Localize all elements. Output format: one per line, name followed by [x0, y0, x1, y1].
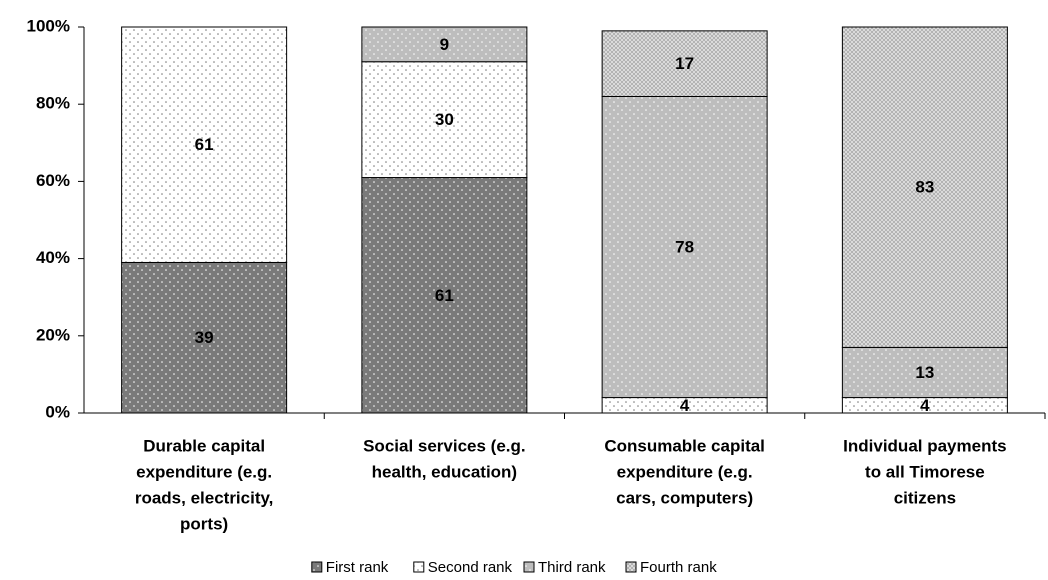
legend-swatch	[523, 561, 535, 573]
x-tick-label: Consumable capital	[604, 436, 765, 455]
bar-segment	[601, 30, 768, 97]
legend-label: Fourth rank	[640, 559, 717, 576]
x-tick-label: health, education)	[372, 462, 517, 481]
data-label: 83	[915, 178, 934, 197]
bar-segment	[361, 26, 528, 63]
bar-segment	[361, 177, 528, 414]
y-tick-label: 40%	[36, 248, 70, 267]
data-label: 17	[675, 54, 694, 73]
legend-label: Second rank	[428, 559, 513, 576]
bar-segment	[121, 261, 288, 414]
x-tick-label: expenditure (e.g.	[617, 462, 753, 481]
data-label: 30	[435, 110, 454, 129]
x-tick-label: citizens	[894, 488, 956, 507]
bar-segment	[601, 95, 768, 399]
bar-segment	[841, 26, 1008, 348]
x-tick-label: Durable capital	[143, 436, 265, 455]
data-label: 78	[675, 238, 694, 257]
x-tick-label: cars, computers)	[616, 488, 753, 507]
data-label: 4	[920, 396, 930, 415]
data-label: 39	[195, 328, 214, 347]
x-tick-label: ports)	[180, 514, 228, 533]
bar-segment	[841, 346, 1008, 399]
data-label: 13	[915, 363, 934, 382]
data-label: 61	[435, 286, 454, 305]
y-tick-label: 60%	[36, 171, 70, 190]
x-tick-label: roads, electricity,	[135, 488, 274, 507]
legend-label: Third rank	[538, 559, 606, 576]
x-tick-label: to all Timorese	[865, 462, 985, 481]
legend-label: First rank	[326, 559, 389, 576]
bar-segment	[121, 26, 288, 263]
legend-swatch	[311, 561, 323, 573]
x-tick-label: Individual payments	[843, 436, 1006, 455]
x-tick-label: Social services (e.g.	[363, 436, 526, 455]
data-label: 4	[680, 396, 690, 415]
x-tick-label: expenditure (e.g.	[136, 462, 272, 481]
legend-swatch	[625, 561, 637, 573]
y-tick-label: 20%	[36, 325, 70, 344]
bar-segment	[361, 61, 528, 179]
y-tick-label: 100%	[27, 16, 70, 35]
legend-swatch	[413, 561, 425, 573]
data-label: 61	[195, 135, 214, 154]
data-label: 9	[440, 35, 449, 54]
y-tick-label: 80%	[36, 94, 70, 113]
y-tick-label: 0%	[45, 402, 70, 421]
